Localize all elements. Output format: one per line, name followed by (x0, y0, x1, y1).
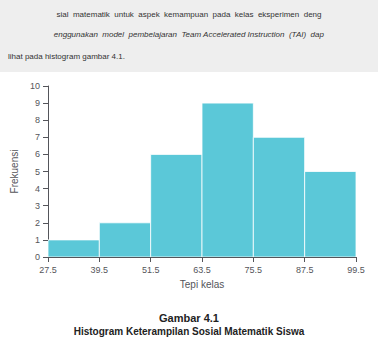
svg-text:5: 5 (35, 167, 40, 177)
svg-text:sial matematik untuk aspek: sial matematik untuk aspek kemampuan pad… (56, 10, 321, 19)
svg-text:27.5: 27.5 (39, 265, 57, 275)
svg-text:87.5: 87.5 (296, 265, 314, 275)
svg-text:8: 8 (35, 115, 40, 125)
svg-text:39.5: 39.5 (91, 265, 109, 275)
svg-text:Frekuensi: Frekuensi (9, 150, 20, 194)
svg-text:75.5: 75.5 (245, 265, 263, 275)
svg-text:1: 1 (35, 235, 40, 245)
svg-text:7: 7 (35, 132, 40, 142)
svg-text:10: 10 (30, 81, 40, 91)
svg-text:Gambar 4.1: Gambar 4.1 (159, 312, 219, 324)
svg-text:99.5: 99.5 (347, 265, 365, 275)
svg-text:Tepi kelas: Tepi kelas (180, 279, 224, 290)
svg-text:4: 4 (35, 184, 40, 194)
svg-text:63.5: 63.5 (193, 265, 211, 275)
svg-text:9: 9 (35, 98, 40, 108)
svg-text:lihat pada histogram gambar 4.: lihat pada histogram gambar 4.1. (8, 52, 125, 61)
svg-text:6: 6 (35, 149, 40, 159)
svg-text:Histogram Keterampilan Sosial: Histogram Keterampilan Sosial Matematik … (74, 326, 305, 337)
svg-text:0: 0 (35, 252, 40, 262)
svg-text:2: 2 (35, 218, 40, 228)
svg-text:3: 3 (35, 201, 40, 211)
svg-text:51.5: 51.5 (142, 265, 160, 275)
svg-text:enggunakan model pembelajara: enggunakan model pembelajaran Team Accel… (54, 30, 325, 39)
